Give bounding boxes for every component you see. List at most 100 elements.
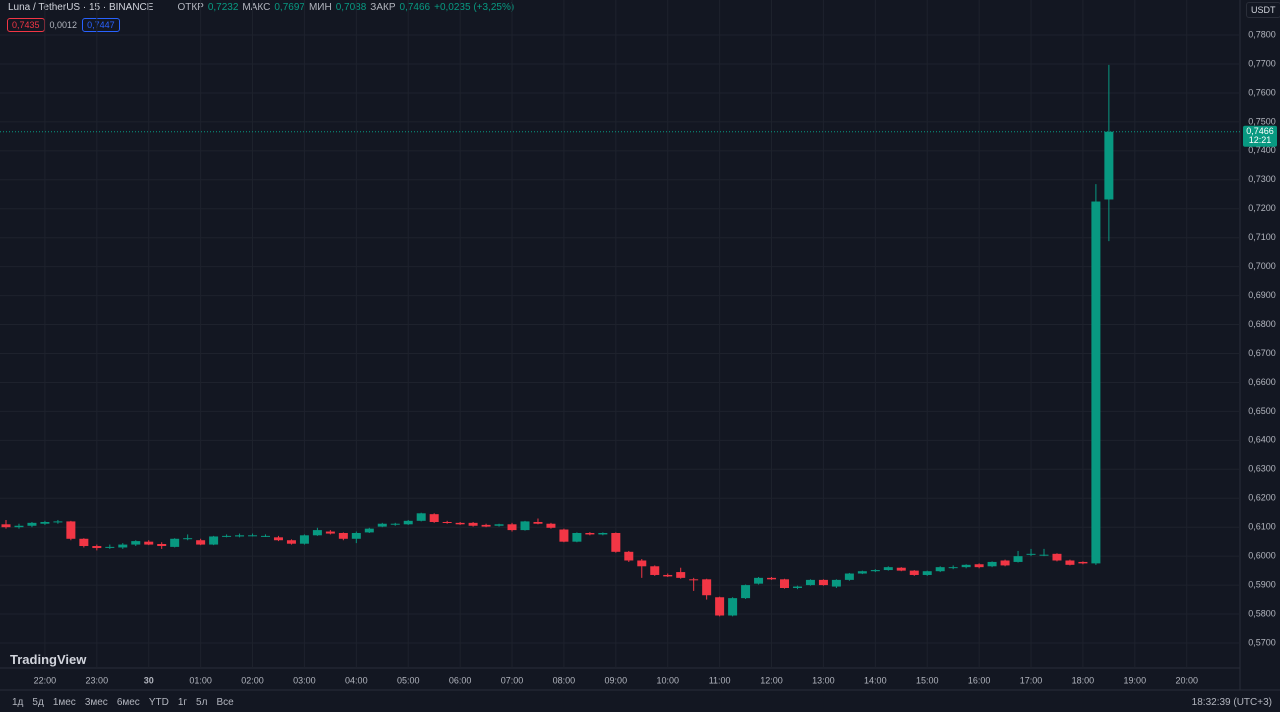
candle-body <box>416 513 426 521</box>
candle-body <box>196 540 206 545</box>
candle-body <box>66 521 76 539</box>
candle-body <box>429 514 439 522</box>
brand: TradingView <box>10 652 87 667</box>
x-tick-label: 23:00 <box>86 675 109 685</box>
candle-body <box>1000 560 1010 566</box>
bid-ask: 0,7435 0,0012 0,7447 <box>7 18 120 32</box>
candle-body <box>53 521 63 523</box>
x-tick-label: 15:00 <box>916 675 939 685</box>
range-button[interactable]: 1г <box>177 697 188 708</box>
clock: 18:32:39 (UTC+3) <box>1191 697 1272 708</box>
y-tick-label: 0,6200 <box>1248 493 1276 503</box>
y-tick-label: 0,6100 <box>1248 522 1276 532</box>
candle-body <box>364 528 374 533</box>
price-tag-value: 0,7466 <box>1246 126 1274 136</box>
candle-body <box>585 532 595 535</box>
y-tick-label: 0,6000 <box>1248 551 1276 561</box>
price-tag <box>1243 125 1277 147</box>
candle-body <box>818 579 828 586</box>
x-tick-label: 30 <box>144 675 154 685</box>
candle-body <box>507 524 517 531</box>
candle-body <box>805 579 815 586</box>
candle-body <box>222 535 232 537</box>
candle-body <box>14 525 24 528</box>
ohlc-label: МИН <box>308 2 332 13</box>
candle-body <box>520 521 530 531</box>
candle-body <box>92 546 102 549</box>
candle-body <box>261 535 270 537</box>
candle-body <box>546 523 556 528</box>
x-tick-label: 01:00 <box>189 675 212 685</box>
x-tick-label: 08:00 <box>553 675 576 685</box>
candle-body <box>183 538 193 540</box>
candle-body <box>1065 560 1075 565</box>
candle-body <box>870 570 880 572</box>
candle-body <box>1091 201 1101 564</box>
y-tick-label: 0,7400 <box>1248 145 1276 155</box>
candle-body <box>767 577 777 580</box>
y-tick-label: 0,6300 <box>1248 464 1276 474</box>
y-tick-label: 0,6600 <box>1248 377 1276 387</box>
change: +0,0235 (+3,25%) <box>434 2 515 13</box>
range-button[interactable]: 5д <box>32 697 44 708</box>
candle-body <box>909 570 919 575</box>
candle-body <box>1104 131 1114 200</box>
candle-body <box>650 566 660 575</box>
header: Luna / TetherUS · 15 · BINANCE ОТКР 0,723… <box>8 2 514 13</box>
candle-body <box>611 532 621 552</box>
candle-body <box>1078 561 1088 564</box>
ask[interactable]: 0,7447 <box>82 18 120 32</box>
y-tick-label: 0,7000 <box>1248 261 1276 271</box>
y-tick-label: 0,7100 <box>1248 232 1276 242</box>
y-tick-label: 0,5700 <box>1248 637 1276 647</box>
range-button[interactable]: 5л <box>196 697 208 708</box>
bid[interactable]: 0,7435 <box>7 18 45 32</box>
ohlc-label: ОТКР <box>177 2 204 13</box>
y-tick-label: 0,6700 <box>1248 348 1276 358</box>
range-button[interactable]: 1д <box>12 697 24 708</box>
candle-body <box>442 521 452 523</box>
range-button[interactable]: 1мес <box>52 697 76 708</box>
x-tick-label: 12:00 <box>760 675 783 685</box>
candle-body <box>1052 553 1062 561</box>
x-tick-label: 04:00 <box>345 675 368 685</box>
candle-body <box>533 521 543 524</box>
y-tick-label: 0,7200 <box>1248 203 1276 213</box>
x-tick-label: 13:00 <box>812 675 835 685</box>
x-tick-label: 16:00 <box>968 675 991 685</box>
range-button[interactable]: 3мес <box>84 697 108 708</box>
candle-body <box>663 574 673 577</box>
candle-body <box>170 538 180 547</box>
candle-body <box>1039 554 1049 556</box>
candle-body <box>209 536 219 545</box>
x-tick-label: 20:00 <box>1175 675 1198 685</box>
x-tick-label: 18:00 <box>1072 675 1095 685</box>
y-tick-label: 0,7800 <box>1248 29 1276 39</box>
candle-body <box>559 529 569 542</box>
x-tick-label: 05:00 <box>397 675 420 685</box>
candle-body <box>598 532 608 535</box>
candle-body <box>974 564 984 568</box>
candle-body <box>780 579 789 588</box>
candle-body <box>792 586 802 588</box>
candle-body <box>273 537 283 541</box>
symbol[interactable]: Luna / TetherUS · 15 · BINANCE <box>8 2 154 13</box>
candle-body <box>1 524 11 528</box>
candle-body <box>105 546 115 548</box>
range-button[interactable]: YTD <box>148 697 169 708</box>
candle-body <box>857 571 867 574</box>
candle-body <box>702 579 712 596</box>
candle-body <box>351 532 361 539</box>
ohlc-value: 0,7466 <box>399 2 431 13</box>
candle-body <box>325 531 335 534</box>
x-tick-label: 22:00 <box>34 675 57 685</box>
candle-body <box>1026 553 1036 555</box>
candle-body <box>494 524 504 526</box>
range-button[interactable]: Все <box>216 697 234 708</box>
candle-body <box>1013 556 1023 562</box>
candle-body <box>312 530 322 536</box>
range-button[interactable]: 6мес <box>116 697 140 708</box>
candle-body <box>455 522 465 525</box>
candle-body <box>896 567 906 571</box>
y-tick-label: 0,5900 <box>1248 579 1276 589</box>
